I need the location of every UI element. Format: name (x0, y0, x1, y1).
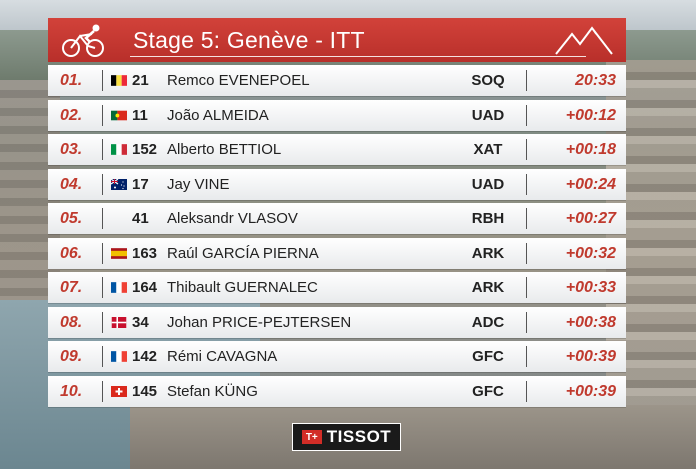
rank: 10. (60, 382, 83, 400)
table-row: 02. 11 João ALMEIDA UAD +00:12 (48, 99, 626, 131)
team-code: ARK (471, 279, 505, 296)
time-gap: +00:12 (565, 106, 616, 124)
table-row: 10. 145 Stefan KÜNG GFC +00:39 (48, 375, 626, 407)
rider-number: 11 (132, 106, 148, 124)
team-code: XAT (473, 141, 503, 158)
rank: 05. (60, 210, 83, 227)
team-code: SOQ (471, 72, 505, 89)
divider (526, 242, 527, 264)
sponsor-logo: T+ TISSOT (292, 423, 401, 451)
divider (526, 70, 527, 91)
stage-header: Stage 5: Genève - ITT (48, 18, 626, 62)
italy-flag-icon (111, 144, 127, 155)
divider (526, 277, 527, 298)
tissot-cross-icon: T+ (301, 430, 322, 444)
rank: 07. (60, 279, 83, 296)
divider (526, 208, 527, 229)
rank: 01. (60, 72, 83, 89)
rank: 03. (60, 141, 83, 158)
divider (102, 104, 103, 126)
spain-flag-icon (111, 247, 127, 259)
stage-title: Stage 5: Genève - ITT (133, 27, 365, 53)
rider-number: 163 (132, 244, 158, 262)
team-code: ARK (471, 244, 505, 262)
rank: 08. (60, 313, 83, 331)
france-flag-icon (111, 351, 127, 362)
rider-number: 41 (132, 210, 149, 227)
divider (102, 380, 103, 402)
table-row: 05. 41 Aleksandr VLASOV RBH +00:27 (48, 203, 626, 234)
team-code: RBH (471, 210, 505, 227)
rider-number: 164 (132, 279, 158, 296)
divider (102, 139, 103, 160)
table-row: 04. 17 Jay VINE UAD +00:24 (48, 168, 626, 200)
rider-name: Rémi CAVAGNA (167, 348, 278, 365)
australia-flag-icon (111, 178, 127, 190)
table-row: 01. 21 Remco EVENEPOEL SOQ 20:33 (48, 65, 626, 96)
rider-name: Alberto BETTIOL (167, 141, 282, 158)
portugal-flag-icon (111, 110, 127, 120)
table-row: 08. 34 Johan PRICE-PEJTERSEN ADC +00:38 (48, 306, 626, 338)
belgium-flag-icon (111, 75, 127, 86)
title-underline (130, 56, 586, 57)
divider (526, 104, 527, 126)
table-row: 09. 142 Rémi CAVAGNA GFC +00:39 (48, 341, 626, 372)
table-row: 07. 164 Thibault GUERNALEC ARK +00:33 (48, 272, 626, 303)
rank: 09. (60, 348, 83, 365)
time-gap: +00:24 (565, 175, 616, 193)
rider-name: Johan PRICE-PEJTERSEN (167, 313, 352, 331)
team-code: UAD (471, 175, 505, 193)
time-gap: +00:18 (565, 141, 616, 158)
rider-name: Raúl GARCÍA PIERNA (167, 244, 319, 262)
table-row: 03. 152 Alberto BETTIOL XAT +00:18 (48, 134, 626, 165)
divider (526, 346, 527, 367)
rider-name: Aleksandr VLASOV (167, 210, 298, 227)
sponsor-brand: TISSOT (326, 427, 392, 446)
time-gap: +00:33 (565, 279, 616, 296)
france-flag-icon (111, 282, 127, 293)
rider-number: 21 (132, 72, 149, 89)
time-gap: +00:39 (565, 382, 616, 400)
table-row: 06. 163 Raúl GARCÍA PIERNA ARK +00:32 (48, 237, 626, 269)
divider (102, 346, 103, 367)
cyclist-logo-icon (62, 24, 104, 57)
rank: 06. (60, 244, 83, 262)
divider (526, 173, 527, 195)
rider-number: 142 (132, 348, 158, 365)
rider-name: Jay VINE (167, 175, 230, 193)
rider-name: Thibault GUERNALEC (167, 279, 318, 296)
mountain-icon (555, 26, 613, 55)
switzerland-flag-icon (111, 385, 127, 397)
team-code: ADC (471, 313, 505, 331)
team-code: GFC (472, 348, 504, 365)
divider (526, 380, 527, 402)
rider-name: Remco EVENEPOEL (167, 72, 310, 89)
rank: 02. (60, 106, 83, 124)
divider (102, 277, 103, 298)
rider-number: 34 (132, 313, 149, 331)
rider-number: 17 (132, 175, 149, 193)
time-gap: +00:27 (565, 210, 616, 227)
divider (102, 70, 103, 91)
denmark-flag-icon (111, 316, 127, 328)
divider (526, 311, 527, 333)
divider (526, 139, 527, 160)
divider (102, 311, 103, 333)
rider-name: Stefan KÜNG (167, 382, 258, 400)
team-code: GFC (472, 382, 504, 400)
rider-number: 145 (132, 382, 158, 400)
rank: 04. (60, 175, 83, 193)
divider (102, 208, 103, 229)
rider-number: 152 (132, 141, 158, 158)
finish-time: 20:33 (575, 72, 616, 89)
time-gap: +00:32 (565, 244, 616, 262)
team-code: UAD (471, 106, 505, 124)
rider-name: João ALMEIDA (167, 106, 269, 124)
divider (102, 242, 103, 264)
divider (102, 173, 103, 195)
time-gap: +00:39 (565, 348, 616, 365)
time-gap: +00:38 (565, 313, 616, 331)
